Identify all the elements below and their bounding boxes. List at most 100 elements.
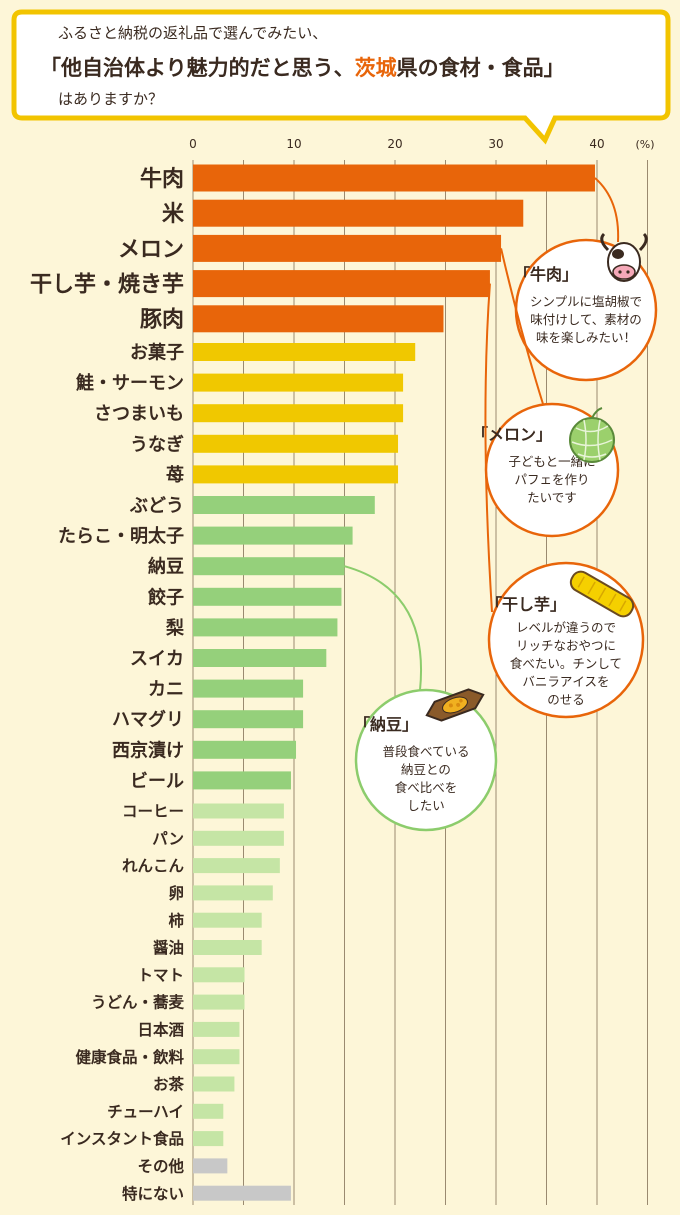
bar xyxy=(193,679,304,698)
callout-line: バニラアイスを xyxy=(522,674,609,689)
question-line2: 「他自治体より魅力的だと思う、茨城県の食材・食品」 xyxy=(40,52,565,82)
bar xyxy=(193,803,284,819)
callout-title: 「牛肉」 xyxy=(514,265,578,284)
category-label: 干し芋・焼き芋 xyxy=(30,272,184,298)
bar xyxy=(193,164,595,192)
callout-title: 「メロン」 xyxy=(472,425,552,444)
category-label: スイカ xyxy=(130,648,184,669)
callout-line: 普段食べている xyxy=(382,744,469,759)
callout-line: 子どもと一緒に xyxy=(508,454,595,469)
callout-line: 味付けして、素材の xyxy=(530,312,642,327)
category-label: パン xyxy=(152,830,184,848)
category-label: うどん・蕎麦 xyxy=(91,994,185,1012)
category-label: 醤油 xyxy=(153,938,184,957)
tick-label: 30 xyxy=(488,137,503,151)
callout-line: パフェを作り xyxy=(514,472,589,487)
tick-label: 10 xyxy=(286,137,301,151)
callout-title: 「納豆」 xyxy=(354,715,418,734)
axis-unit: (%) xyxy=(635,138,654,151)
question-line2-post: 県の食材・食品」 xyxy=(396,56,565,80)
bar xyxy=(193,740,297,759)
category-label: インスタント食品 xyxy=(60,1129,184,1148)
bar xyxy=(193,343,416,361)
natto-icon xyxy=(425,688,485,722)
category-label: 特にない xyxy=(122,1184,184,1203)
question-bubble xyxy=(11,9,671,145)
callout-line: したい xyxy=(407,798,445,813)
category-label: 西京漬け xyxy=(112,739,184,761)
category-label: お菓子 xyxy=(130,341,184,363)
bar xyxy=(193,1131,224,1147)
callout-leader xyxy=(484,283,493,613)
bar xyxy=(193,830,284,846)
category-label: 卵 xyxy=(168,883,184,902)
category-label: 牛肉 xyxy=(140,166,184,192)
callout-leader xyxy=(344,565,422,691)
callout-leader xyxy=(500,248,544,405)
tick-label: 0 xyxy=(189,137,197,151)
bars-layer xyxy=(193,164,595,1201)
callout-line: 納豆との xyxy=(401,762,451,777)
category-label: 苺 xyxy=(166,464,184,486)
category-label: 鮭・サーモン xyxy=(75,372,184,394)
bar xyxy=(193,557,345,576)
bar xyxy=(193,967,245,983)
category-label: 日本酒 xyxy=(137,1020,184,1039)
bar xyxy=(193,1103,224,1119)
bar xyxy=(193,526,353,545)
category-label: お茶 xyxy=(153,1075,185,1094)
bar xyxy=(193,1076,235,1092)
callout-leader xyxy=(594,177,620,243)
tick-label: 20 xyxy=(387,137,402,151)
callout-line: のせる xyxy=(547,692,585,707)
callout-line: リッチなおやつに xyxy=(516,638,616,653)
bar xyxy=(193,912,262,928)
callout-line: 食べたい。チンして xyxy=(510,656,622,671)
bar xyxy=(193,940,262,955)
category-label: 柿 xyxy=(168,911,184,930)
melon-icon xyxy=(569,407,615,463)
category-label: コーヒー xyxy=(122,803,184,821)
bar xyxy=(193,1021,240,1037)
category-label: チューハイ xyxy=(107,1103,184,1121)
tick-label: 40 xyxy=(589,137,604,151)
category-label: 健康食品・飲料 xyxy=(75,1047,184,1066)
question-highlight: 茨城 xyxy=(354,56,397,80)
callout-line: 食べ比べを xyxy=(395,780,458,795)
category-label: トマト xyxy=(137,966,184,984)
category-label: 米 xyxy=(162,202,185,227)
bar xyxy=(193,649,327,667)
callout-line: たいです xyxy=(527,490,577,505)
tick-labels: 0 10 20 30 40 (%) xyxy=(189,137,654,151)
bar xyxy=(193,404,404,423)
category-label: ビール xyxy=(130,771,184,792)
bar xyxy=(193,270,490,298)
bar xyxy=(193,618,338,637)
bar xyxy=(193,373,404,392)
cow-icon xyxy=(600,232,648,282)
bar xyxy=(193,587,342,606)
category-label: ぶどう xyxy=(129,495,184,516)
bar xyxy=(193,1185,291,1201)
callout-line: シンプルに塩胡椒で xyxy=(530,294,642,309)
bar xyxy=(193,305,444,333)
category-label: たらこ・明太子 xyxy=(58,525,184,547)
bar xyxy=(193,465,399,484)
bar xyxy=(193,1158,228,1174)
bar xyxy=(193,434,399,453)
category-label: さつまいも xyxy=(94,404,184,425)
question-line2-pre: 「他自治体より魅力的だと思う、 xyxy=(40,56,355,80)
callout-line: レベルが違うので xyxy=(516,620,616,635)
category-label: メロン xyxy=(118,237,184,262)
category-label: ハマグリ xyxy=(112,709,184,731)
bar xyxy=(193,858,280,874)
question-line1: ふるさと納税の返礼品で選んでみたい、 xyxy=(58,24,328,42)
category-label: うなぎ xyxy=(130,433,184,455)
bar xyxy=(193,1049,240,1065)
category-label: れんこん xyxy=(122,857,185,875)
bar xyxy=(193,496,375,514)
dried-sweet-potato-icon xyxy=(569,570,635,618)
category-label: 餃子 xyxy=(148,586,184,608)
